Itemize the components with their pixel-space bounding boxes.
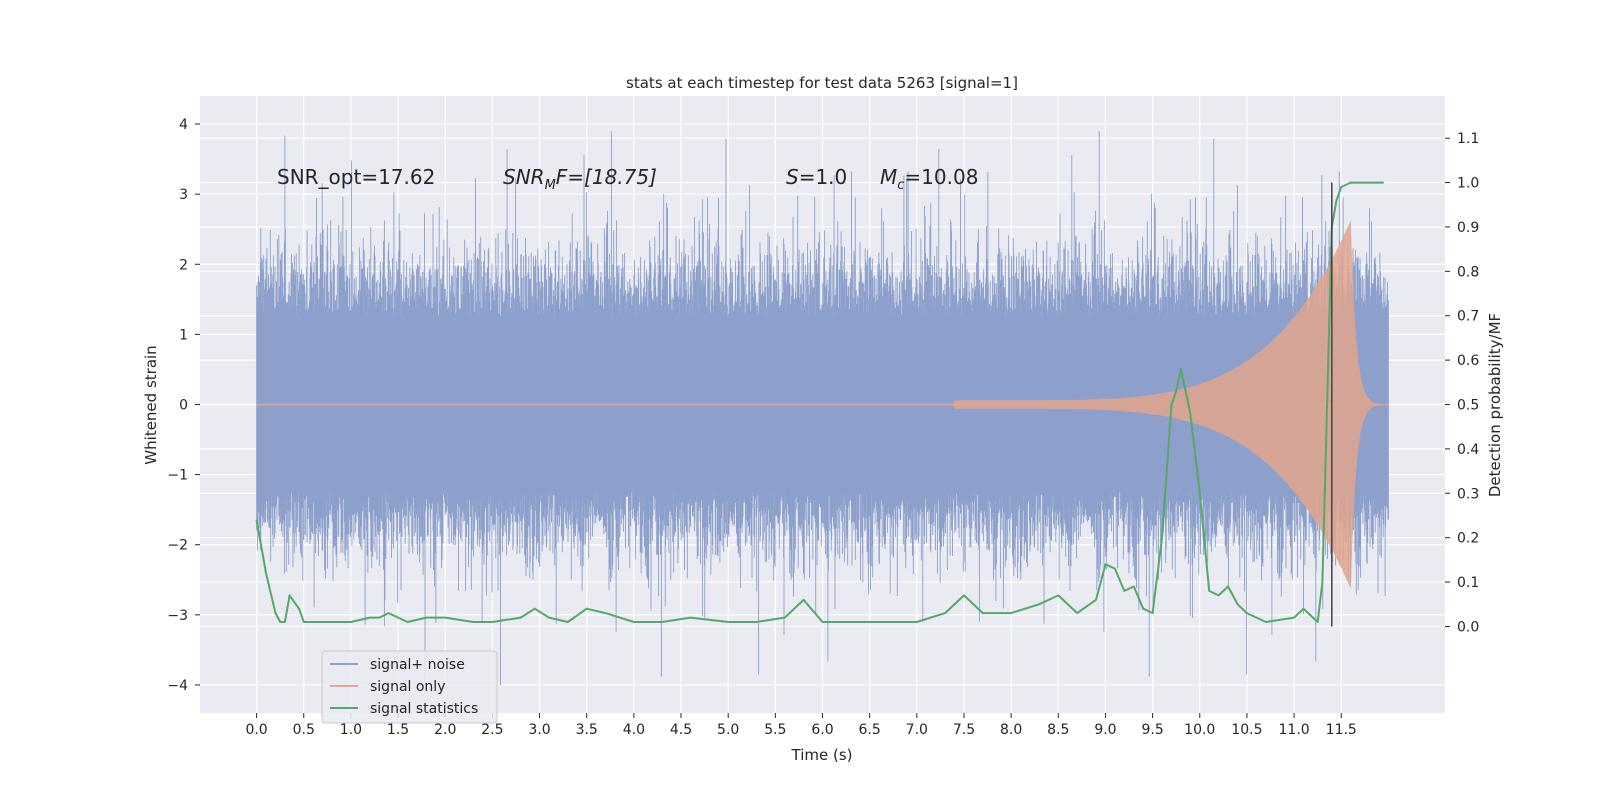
- y2-tick-label: 0.4: [1457, 442, 1479, 458]
- y2-tick-label: 0.2: [1457, 531, 1479, 547]
- annotation-mc-value: =10.08: [904, 165, 978, 189]
- x-tick-label: 6.5: [859, 722, 881, 738]
- y2-axis-label: Detection probability/MF: [1486, 313, 1504, 497]
- y2-tick-label: 0.1: [1457, 575, 1479, 591]
- legend: signal+ noise signal only signal statist…: [321, 650, 498, 724]
- y-tick-label: 3: [179, 187, 188, 203]
- x-tick-label: 9.5: [1141, 722, 1163, 738]
- y2-tick-label: 0.9: [1457, 220, 1479, 236]
- y2-tick-label: 1.0: [1457, 176, 1479, 192]
- y2-tick-label: 0.3: [1457, 486, 1479, 502]
- annotation-mc: Mc=10.08: [880, 165, 978, 193]
- x-tick-label: 8.0: [1000, 722, 1022, 738]
- y-tick-label: 0: [179, 398, 188, 414]
- x-tick-label: 7.0: [906, 722, 928, 738]
- x-axis-label: Time (s): [791, 746, 853, 764]
- annotation-snr-mf-subscript: M: [545, 178, 556, 193]
- annotation-snr-mf-symbol: SNR: [503, 165, 545, 189]
- annotation-s-value: =1.0: [799, 165, 848, 189]
- y2-tick-label: 0.5: [1457, 398, 1479, 414]
- y-tick-label: −2: [167, 538, 188, 554]
- annotation-mc-subscript: c: [897, 178, 904, 193]
- x-tick-label: 10.0: [1184, 722, 1215, 738]
- annotation-mc-symbol: M: [880, 165, 897, 189]
- x-tick-label: 2.0: [434, 722, 456, 738]
- x-tick-label: 5.5: [764, 722, 786, 738]
- y2-tick-label: 0.6: [1457, 353, 1479, 369]
- x-tick-label: 4.5: [670, 722, 692, 738]
- y2-tick-label: 1.1: [1457, 131, 1479, 147]
- legend-label-signal-only: signal only: [370, 679, 445, 695]
- y-tick-label: 1: [179, 327, 188, 343]
- annotation-snr-opt: SNR_opt=17.62: [277, 165, 435, 189]
- y-tick-label: −4: [167, 678, 188, 694]
- legend-label-signal-statistics: signal statistics: [370, 701, 478, 717]
- statistics-line: [255, 181, 1384, 623]
- x-tick-label: 10.5: [1231, 722, 1262, 738]
- y2-tick-label: 0.0: [1457, 619, 1479, 635]
- y-tick-label: 2: [179, 257, 188, 273]
- x-tick-label: 3.0: [528, 722, 550, 738]
- y2-tick-label: 0.8: [1457, 264, 1479, 280]
- x-tick-label: 0.0: [245, 722, 267, 738]
- y2-tick-label: 0.7: [1457, 309, 1479, 325]
- x-tick-label: 1.5: [387, 722, 409, 738]
- x-tick-label: 2.5: [481, 722, 503, 738]
- x-tick-label: 0.5: [293, 722, 315, 738]
- x-tick-label: 9.0: [1094, 722, 1116, 738]
- x-tick-label: 3.5: [576, 722, 598, 738]
- chart-title: stats at each timestep for test data 526…: [626, 74, 1018, 92]
- x-tick-label: 11.5: [1326, 722, 1357, 738]
- annotation-s: S=1.0: [786, 165, 847, 189]
- axis-ticks: 0.0 0.5 1.0 1.5 2.0 2.5 3.0 3.5 4.0 4.5 5.0 5.5 6.0 6…: [167, 117, 1479, 738]
- x-tick-label: 5.0: [717, 722, 739, 738]
- x-tick-label: 6.0: [811, 722, 833, 738]
- annotation-s-symbol: S: [786, 165, 799, 189]
- y-tick-label: −1: [167, 468, 188, 484]
- x-tick-label: 1.0: [340, 722, 362, 738]
- y-axis-label: Whitened strain: [142, 345, 160, 464]
- x-tick-label: 7.5: [953, 722, 975, 738]
- y-tick-label: −3: [167, 608, 188, 624]
- x-tick-label: 4.0: [623, 722, 645, 738]
- x-tick-label: 11.0: [1279, 722, 1310, 738]
- annotation-snr-mf-value: F=[18.75]: [556, 165, 657, 189]
- legend-label-signal-plus-noise: signal+ noise: [370, 657, 465, 673]
- y-tick-label: 4: [179, 117, 188, 133]
- series-signal-only: [256, 220, 1389, 589]
- series-signal-statistics: [255, 181, 1384, 623]
- annotation-snr-mf: SNRMF=[18.75]: [503, 165, 657, 193]
- x-tick-label: 8.5: [1047, 722, 1069, 738]
- legend-box: [321, 650, 498, 724]
